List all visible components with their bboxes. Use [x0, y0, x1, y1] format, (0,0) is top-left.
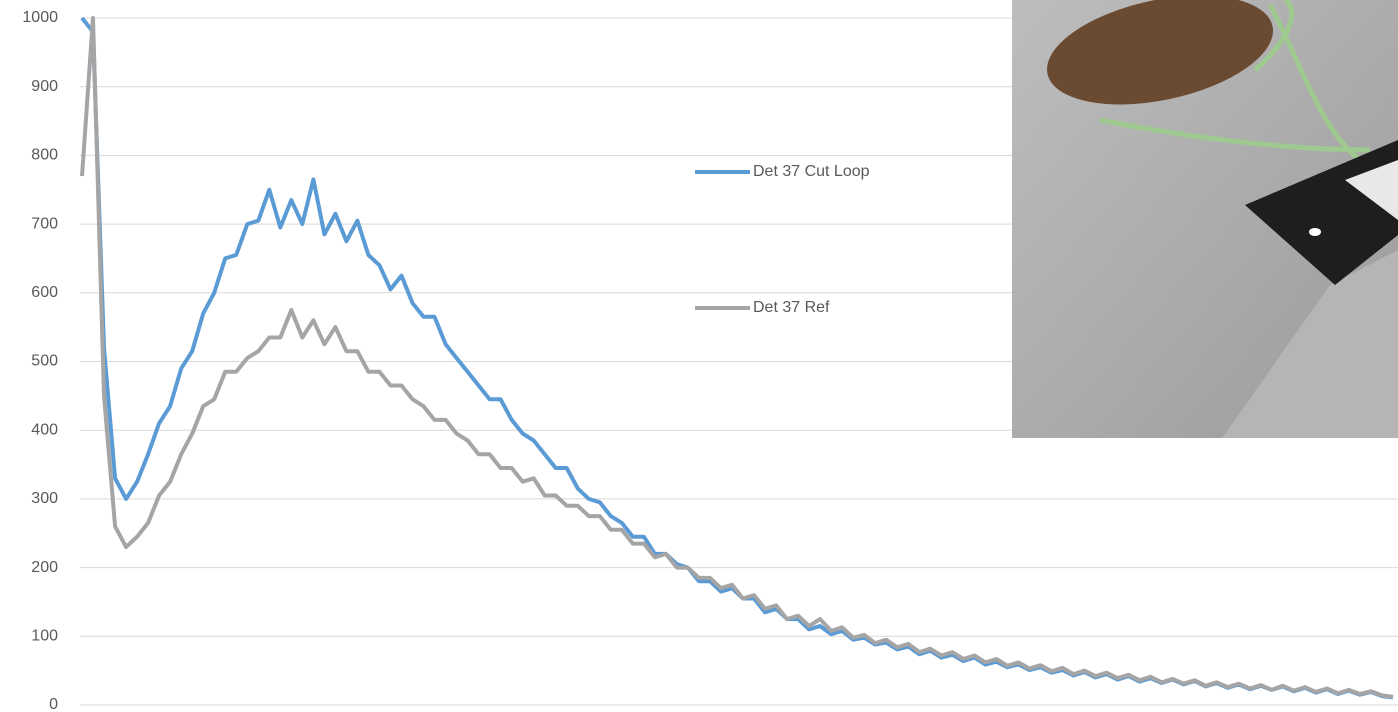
- y-tick-label: 200: [31, 559, 58, 576]
- y-tick-label: 1000: [22, 9, 58, 26]
- chart: 0 100 200 300 400 500 600 700 800 900 1000 Det 37 C…: [0, 0, 1398, 712]
- page: 0 100 200 300 400 500 600 700 800 900 1000 Det 37 C…: [0, 0, 1398, 712]
- photo-inset: [1012, 0, 1398, 438]
- legend-label: Det 37 Cut Loop: [753, 163, 870, 180]
- y-tick-label: 800: [31, 147, 58, 164]
- legend-label: Det 37 Ref: [753, 299, 830, 316]
- photo-hole: [1309, 228, 1321, 236]
- y-tick-label: 400: [31, 421, 58, 438]
- y-tick-label: 700: [31, 215, 58, 232]
- y-tick-label: 300: [31, 490, 58, 507]
- y-tick-label: 0: [49, 696, 58, 712]
- y-tick-label: 100: [31, 628, 58, 645]
- y-tick-label: 600: [31, 284, 58, 301]
- y-tick-label: 900: [31, 78, 58, 95]
- y-tick-label: 500: [31, 353, 58, 370]
